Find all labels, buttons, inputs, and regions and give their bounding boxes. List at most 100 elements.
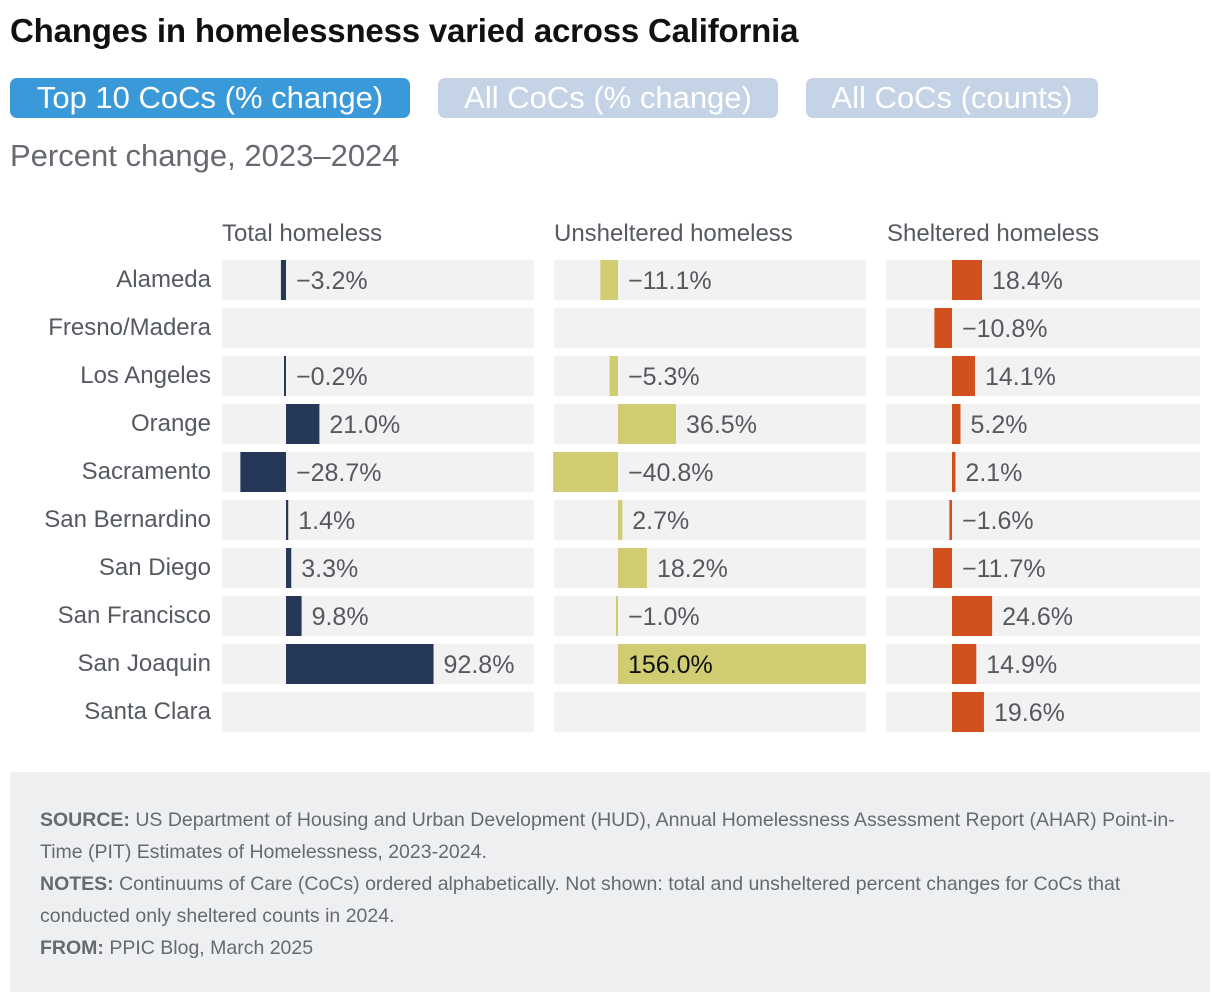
tab-top-10-cocs-percent[interactable]: Top 10 CoCs (% change): [10, 78, 410, 118]
from-label: FROM:: [40, 937, 104, 959]
value-label-sheltered-san-diego: −11.7%: [962, 555, 1046, 583]
from-text: PPIC Blog, March 2025: [103, 937, 314, 959]
source-note: SOURCE: US Department of Housing and Urb…: [40, 804, 1180, 868]
value-label-sheltered-los-angeles: 14.1%: [985, 363, 1056, 391]
footer-notes: SOURCE: US Department of Housing and Urb…: [10, 772, 1210, 992]
bar-sheltered-fresno-madera: [934, 308, 952, 348]
bar-total-sacramento: [240, 452, 286, 492]
track-total-san-diego: [222, 548, 534, 588]
notes-text: Continuums of Care (CoCs) ordered alphab…: [40, 873, 1121, 927]
bar-unsheltered-san-bernardino: [618, 500, 623, 540]
value-label-total-san-diego: 3.3%: [301, 555, 358, 583]
track-unsheltered-san-diego: [554, 548, 866, 588]
row-label-alameda: Alameda: [116, 266, 211, 293]
track-sheltered-santa-clara: [886, 692, 1200, 732]
value-label-sheltered-fresno-madera: −10.8%: [962, 315, 1048, 343]
bar-unsheltered-orange: [618, 404, 677, 444]
track-unsheltered-santa-clara: [554, 692, 866, 732]
row-label-los-angeles: Los Angeles: [80, 362, 211, 389]
track-total-los-angeles: [222, 356, 534, 396]
value-label-unsheltered-orange: 36.5%: [686, 411, 757, 439]
bar-total-san-bernardino: [286, 500, 289, 540]
bar-sheltered-santa-clara: [952, 692, 984, 732]
row-label-san-bernardino: San Bernardino: [44, 506, 211, 533]
value-label-unsheltered-los-angeles: −5.3%: [628, 363, 700, 391]
bar-total-los-angeles: [284, 356, 286, 396]
track-sheltered-orange: [886, 404, 1200, 444]
track-sheltered-san-bernardino: [886, 500, 1200, 540]
track-total-san-francisco: [222, 596, 534, 636]
value-label-sheltered-santa-clara: 19.6%: [994, 699, 1065, 727]
value-label-unsheltered-san-joaquin: 156.0%: [628, 651, 713, 679]
column-header-unsheltered: Unsheltered homeless: [554, 220, 793, 247]
row-label-san-joaquin: San Joaquin: [77, 650, 211, 677]
value-label-unsheltered-san-francisco: −1.0%: [628, 603, 700, 631]
row-label-sacramento: Sacramento: [81, 458, 211, 485]
track-sheltered-san-joaquin: [886, 644, 1200, 684]
track-total-san-bernardino: [222, 500, 534, 540]
tab-all-cocs-percent[interactable]: All CoCs (% change): [438, 78, 778, 118]
bar-sheltered-san-francisco: [952, 596, 993, 636]
row-label-fresno-madera: Fresno/Madera: [48, 314, 211, 341]
track-total-orange: [222, 404, 534, 444]
track-total-fresno-madera: [222, 308, 534, 348]
track-sheltered-los-angeles: [886, 356, 1200, 396]
tab-all-cocs-counts[interactable]: All CoCs (counts): [806, 78, 1098, 118]
track-unsheltered-orange: [554, 404, 866, 444]
bar-sheltered-san-bernardino: [949, 500, 952, 540]
bar-unsheltered-los-angeles: [609, 356, 618, 396]
bar-sheltered-san-diego: [932, 548, 952, 588]
value-label-total-san-bernardino: 1.4%: [298, 507, 355, 535]
track-unsheltered-san-bernardino: [554, 500, 866, 540]
bar-unsheltered-san-diego: [618, 548, 647, 588]
value-label-unsheltered-alameda: −11.1%: [628, 267, 712, 295]
bar-total-orange: [286, 404, 320, 444]
track-total-santa-clara: [222, 692, 534, 732]
value-label-total-san-joaquin: 92.8%: [444, 651, 515, 679]
value-label-total-san-francisco: 9.8%: [312, 603, 369, 631]
value-label-sheltered-orange: 5.2%: [970, 411, 1027, 439]
value-label-sheltered-san-bernardino: −1.6%: [962, 507, 1034, 535]
track-sheltered-sacramento: [886, 452, 1200, 492]
value-label-total-orange: 21.0%: [329, 411, 400, 439]
track-unsheltered-los-angeles: [554, 356, 866, 396]
bar-chart: −3.2% −11.1% 18.4% −10.8% −0.2% −5.3% 14.1% 21.…: [222, 260, 1200, 732]
column-header-sheltered: Sheltered homeless: [887, 220, 1100, 247]
value-label-total-alameda: −3.2%: [296, 267, 368, 295]
bar-total-san-diego: [286, 548, 292, 588]
row-label-santa-clara: Santa Clara: [84, 698, 211, 725]
bar-sheltered-sacramento: [952, 452, 956, 492]
bar-sheltered-alameda: [952, 260, 982, 300]
row-label-san-diego: San Diego: [98, 554, 211, 581]
track-sheltered-alameda: [886, 260, 1200, 300]
source-label: SOURCE:: [40, 809, 130, 831]
value-label-unsheltered-san-bernardino: 2.7%: [632, 507, 689, 535]
track-unsheltered-fresno-madera: [554, 308, 866, 348]
notes-note: NOTES: Continuums of Care (CoCs) ordered…: [40, 868, 1180, 932]
bar-unsheltered-san-joaquin: [618, 644, 867, 684]
value-label-total-sacramento: −28.7%: [296, 459, 382, 487]
value-label-unsheltered-sacramento: −40.8%: [628, 459, 714, 487]
value-label-sheltered-san-joaquin: 14.9%: [986, 651, 1057, 679]
row-label-orange: Orange: [130, 410, 211, 437]
value-label-sheltered-alameda: 18.4%: [992, 267, 1063, 295]
bar-unsheltered-san-francisco: [616, 596, 618, 636]
column-header-total: Total homeless: [222, 220, 383, 247]
bar-total-san-joaquin: [286, 644, 434, 684]
chart-subtitle: Percent change, 2023–2024: [10, 138, 400, 173]
track-unsheltered-san-francisco: [554, 596, 866, 636]
bar-sheltered-los-angeles: [952, 356, 975, 396]
track-sheltered-san-francisco: [886, 596, 1200, 636]
track-total-alameda: [222, 260, 534, 300]
value-label-unsheltered-san-diego: 18.2%: [657, 555, 728, 583]
value-label-sheltered-san-francisco: 24.6%: [1002, 603, 1073, 631]
row-label-san-francisco: San Francisco: [57, 602, 211, 629]
bar-total-san-francisco: [286, 596, 302, 636]
from-note: FROM: PPIC Blog, March 2025: [40, 932, 1180, 964]
notes-label: NOTES:: [40, 873, 114, 895]
value-label-total-los-angeles: −0.2%: [296, 363, 368, 391]
value-label-sheltered-sacramento: 2.1%: [965, 459, 1022, 487]
bar-sheltered-orange: [952, 404, 961, 444]
bar-total-alameda: [280, 260, 286, 300]
bar-unsheltered-alameda: [600, 260, 618, 300]
